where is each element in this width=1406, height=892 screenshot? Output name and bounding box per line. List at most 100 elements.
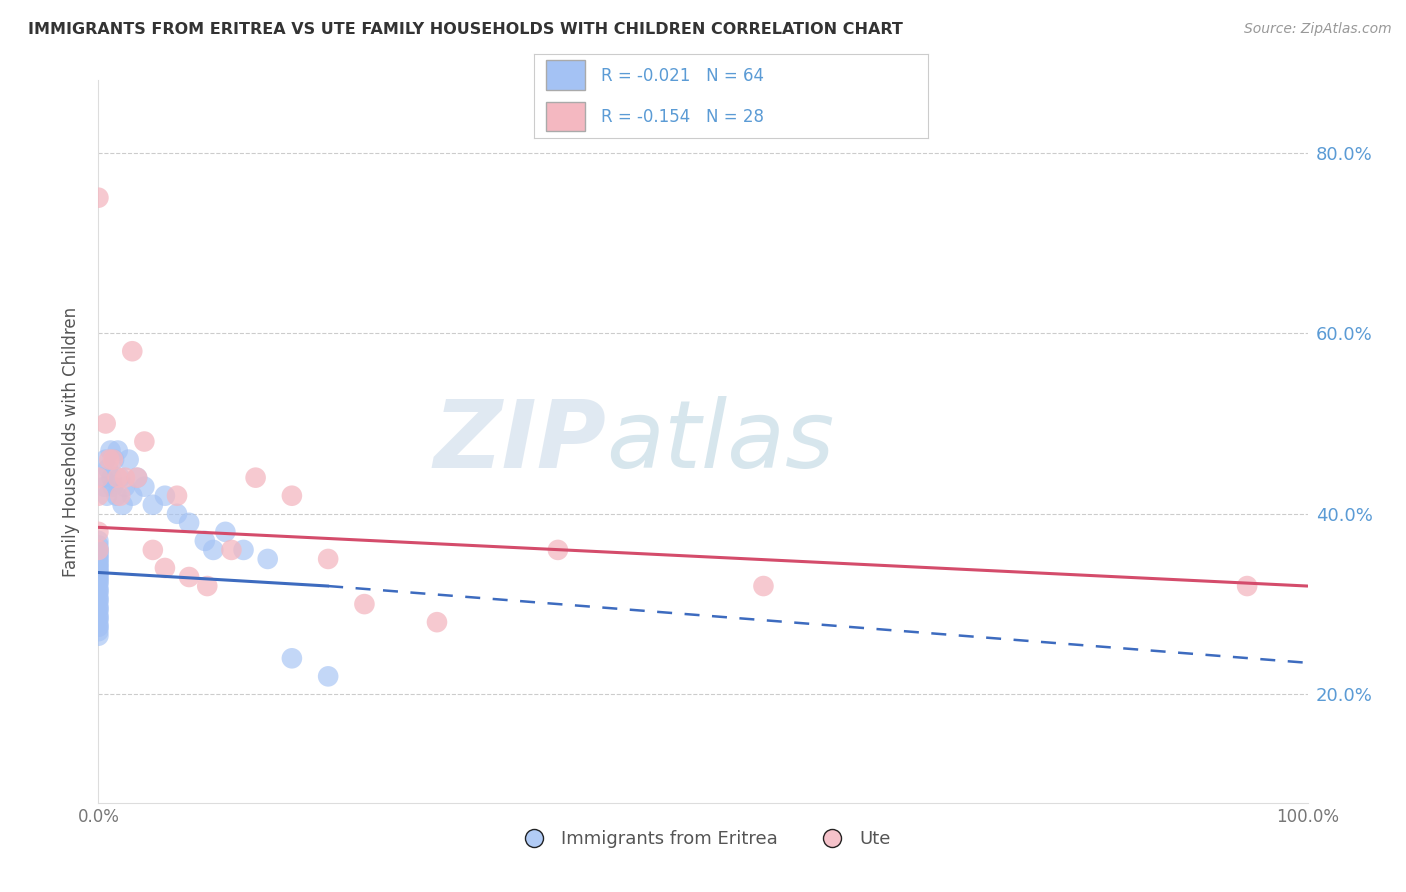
Point xyxy=(100,471,122,485)
Point xyxy=(111,498,134,512)
Point xyxy=(87,620,110,634)
Point xyxy=(87,574,110,589)
Point xyxy=(87,583,110,598)
Point xyxy=(87,561,110,575)
Point xyxy=(221,542,243,557)
Point xyxy=(281,489,304,503)
Point xyxy=(107,471,129,485)
Point xyxy=(87,542,110,557)
Text: IMMIGRANTS FROM ERITREA VS UTE FAMILY HOUSEHOLDS WITH CHILDREN CORRELATION CHART: IMMIGRANTS FROM ERITREA VS UTE FAMILY HO… xyxy=(28,22,903,37)
Point xyxy=(108,489,131,503)
Point xyxy=(179,570,201,584)
Point xyxy=(118,452,141,467)
Point xyxy=(87,574,110,589)
Point xyxy=(87,615,110,630)
Point xyxy=(87,620,110,634)
Point xyxy=(87,533,110,548)
Point xyxy=(134,434,156,449)
Point xyxy=(97,461,120,475)
Point xyxy=(91,471,114,485)
Point xyxy=(232,542,254,557)
Point xyxy=(87,566,110,580)
Point xyxy=(98,452,121,467)
Point xyxy=(87,489,110,503)
Point xyxy=(87,542,110,557)
Point xyxy=(214,524,236,539)
Point xyxy=(87,552,110,566)
Point xyxy=(316,552,339,566)
Text: R = -0.021   N = 64: R = -0.021 N = 64 xyxy=(602,67,765,85)
Text: R = -0.154   N = 28: R = -0.154 N = 28 xyxy=(602,108,765,126)
Point xyxy=(114,471,136,485)
Point xyxy=(96,489,118,503)
FancyBboxPatch shape xyxy=(546,61,585,90)
Point xyxy=(87,557,110,571)
Point xyxy=(194,533,217,548)
Point xyxy=(87,471,110,485)
Point xyxy=(87,629,110,643)
Point xyxy=(87,191,110,205)
Point xyxy=(87,588,110,602)
Point xyxy=(202,542,225,557)
Point xyxy=(107,443,129,458)
Point xyxy=(179,516,201,530)
Point xyxy=(87,606,110,620)
Point xyxy=(256,552,278,566)
Point xyxy=(87,601,110,615)
Point xyxy=(134,480,156,494)
Point xyxy=(87,610,110,624)
Point xyxy=(87,601,110,615)
Point xyxy=(101,452,124,467)
Point xyxy=(87,592,110,607)
Point xyxy=(108,471,131,485)
Point xyxy=(547,542,569,557)
Point xyxy=(87,552,110,566)
Point xyxy=(87,624,110,639)
Point xyxy=(127,471,149,485)
Point xyxy=(142,498,165,512)
Point xyxy=(353,597,375,611)
Point xyxy=(87,538,110,552)
Text: ZIP: ZIP xyxy=(433,395,606,488)
Point xyxy=(1236,579,1258,593)
Point xyxy=(752,579,775,593)
Point xyxy=(195,579,218,593)
Point xyxy=(87,570,110,584)
Point xyxy=(103,452,125,467)
Point xyxy=(316,669,339,683)
Point xyxy=(426,615,449,630)
Point xyxy=(87,579,110,593)
Point xyxy=(281,651,304,665)
Point xyxy=(87,548,110,562)
Point xyxy=(142,542,165,557)
Text: atlas: atlas xyxy=(606,396,835,487)
Point xyxy=(93,480,115,494)
Point xyxy=(87,548,110,562)
Point xyxy=(87,557,110,571)
Point xyxy=(87,592,110,607)
Point xyxy=(121,344,143,359)
Point xyxy=(87,570,110,584)
Y-axis label: Family Households with Children: Family Households with Children xyxy=(62,307,80,576)
FancyBboxPatch shape xyxy=(546,102,585,131)
Point xyxy=(87,561,110,575)
Point xyxy=(166,507,188,521)
Point xyxy=(100,443,122,458)
Point xyxy=(105,489,128,503)
Point xyxy=(87,566,110,580)
Point xyxy=(127,471,149,485)
Point xyxy=(153,489,176,503)
Point xyxy=(87,524,110,539)
Point xyxy=(87,597,110,611)
Legend: Immigrants from Eritrea, Ute: Immigrants from Eritrea, Ute xyxy=(509,822,897,855)
Point xyxy=(114,480,136,494)
Point xyxy=(166,489,188,503)
Point xyxy=(87,610,110,624)
Point xyxy=(94,417,117,431)
Point xyxy=(245,471,267,485)
Point xyxy=(121,489,143,503)
Point xyxy=(94,452,117,467)
Point xyxy=(101,480,124,494)
Point xyxy=(153,561,176,575)
Text: Source: ZipAtlas.com: Source: ZipAtlas.com xyxy=(1244,22,1392,37)
